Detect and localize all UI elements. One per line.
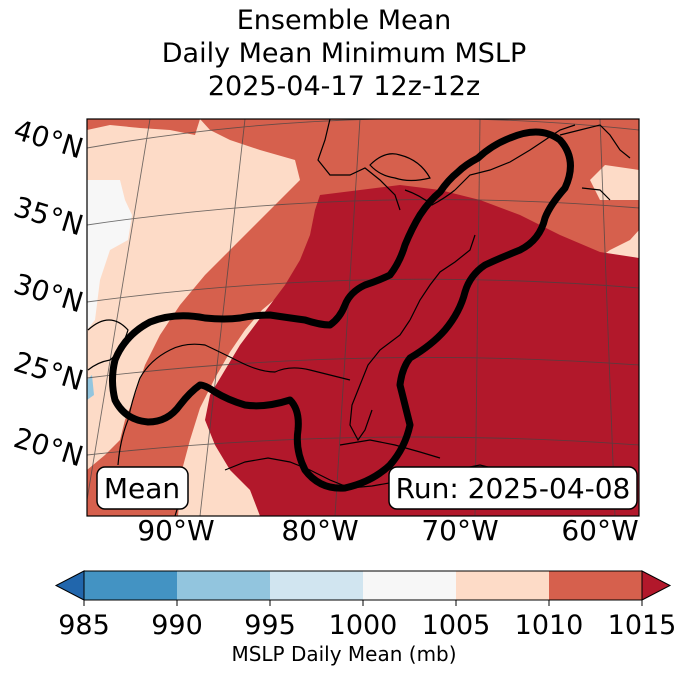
colorbar-bin-995-1000	[270, 571, 363, 600]
colorbar-tick-990: 990	[151, 610, 203, 641]
lon-labels: 90°W 80°W 70°W 60°W	[137, 514, 638, 547]
field-1010-1015-nw	[87, 119, 200, 135]
lat-label-40: 40°N	[10, 113, 87, 165]
lat-label-30: 30°N	[10, 267, 87, 319]
colorbar-bin-1010-1015	[549, 571, 642, 600]
title-line-3: 2025-04-17 12z-12z	[207, 71, 481, 102]
colorbar-bin-985-990	[84, 571, 177, 600]
probability-contour-outline	[109, 128, 574, 492]
lat-label-20: 20°N	[10, 421, 87, 473]
title-line-1: Ensemble Mean	[236, 5, 452, 36]
map-frame	[86, 118, 640, 517]
colorbar-tick-1005: 1005	[422, 610, 491, 641]
colorbar-tick-1000: 1000	[329, 610, 398, 641]
colorbar-label: MSLP Daily Mean (mb)	[231, 642, 457, 666]
mean-label: Mean	[104, 472, 180, 505]
colorbar: 985 990 995 1000 1005 1010 1015	[54, 570, 677, 641]
lat-labels: 40°N 35°N 30°N 25°N 20°N	[10, 113, 87, 473]
lon-label-90w: 90°W	[137, 514, 214, 547]
lon-label-60w: 60°W	[561, 514, 638, 547]
lat-label-25: 25°N	[10, 345, 87, 397]
colorbar-extend-high	[641, 570, 672, 601]
colorbar-tick-985: 985	[58, 610, 110, 641]
run-label: Run: 2025-04-08	[396, 472, 631, 505]
graticule	[87, 119, 639, 516]
title-line-2: Daily Mean Minimum MSLP	[161, 38, 527, 69]
lat-label-35: 35°N	[10, 190, 87, 242]
colorbar-bin-1005-1010	[456, 571, 549, 600]
colorbar-tick-1015: 1015	[608, 610, 677, 641]
colorbar-tick-995: 995	[244, 610, 296, 641]
field-1000-1005-west	[87, 180, 132, 330]
colorbar-bin-1000-1005	[363, 571, 456, 600]
colorbar-bin-990-995	[177, 571, 270, 600]
lon-label-80w: 80°W	[281, 514, 358, 547]
mean-label-box: Mean	[96, 466, 189, 510]
run-label-box: Run: 2025-04-08	[388, 466, 638, 510]
colorbar-tick-1010: 1010	[515, 610, 584, 641]
lon-label-70w: 70°W	[421, 514, 498, 547]
field-990-995	[87, 375, 94, 400]
colorbar-extend-low	[54, 570, 85, 601]
